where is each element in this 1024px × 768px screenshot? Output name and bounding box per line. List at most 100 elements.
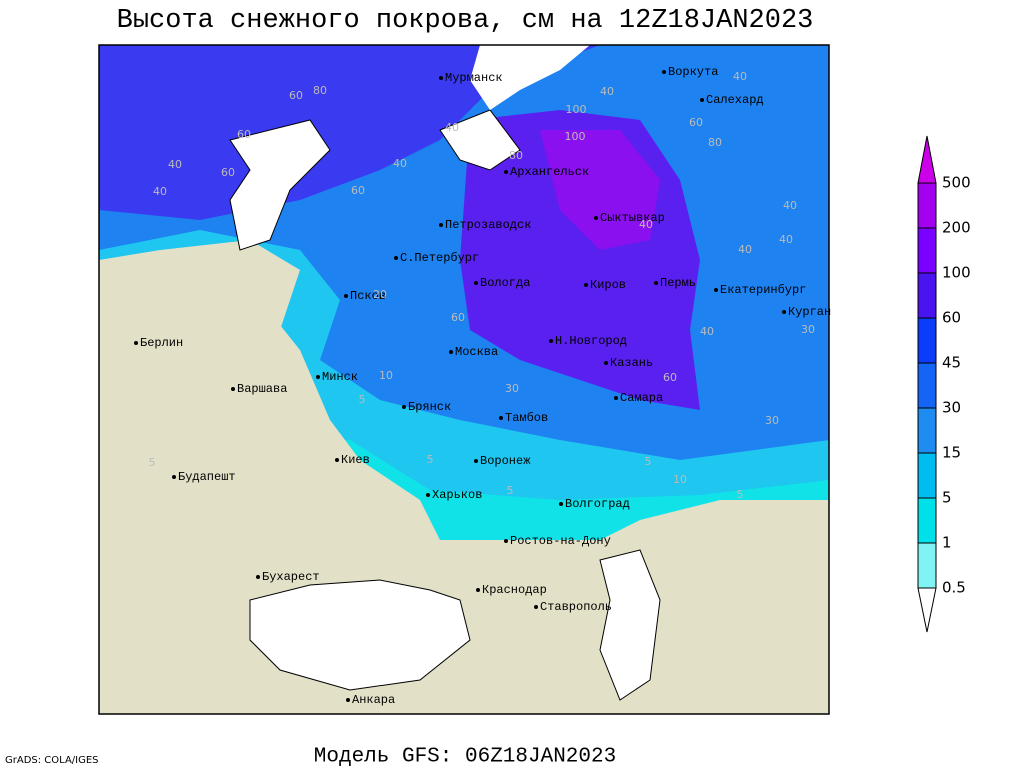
- city-dot: [402, 405, 406, 409]
- snow-north: [99, 45, 600, 220]
- city-dot: [714, 288, 718, 292]
- city-label: Тамбов: [505, 411, 548, 425]
- contour-label: 60: [663, 371, 677, 384]
- caspian-sea: [599, 549, 661, 701]
- city-dot: [346, 698, 350, 702]
- contour-label: 40: [700, 325, 714, 338]
- colorbar-bottom: [917, 587, 937, 633]
- contour-label: 40: [733, 70, 747, 83]
- barents-sea: [470, 45, 590, 110]
- city-label: Воркута: [668, 65, 718, 79]
- colorbar-label: 5: [942, 489, 952, 507]
- colorbar-label: 100: [942, 264, 971, 282]
- contour-label: 40: [168, 158, 182, 171]
- city-label: Анкара: [352, 693, 395, 707]
- colorbar-label: 200: [942, 219, 971, 237]
- contour-label: 80: [509, 149, 523, 162]
- map-frame: [98, 44, 830, 715]
- city-dot: [782, 310, 786, 314]
- city-label: Мурманск: [445, 71, 503, 85]
- contour-label: 60: [689, 116, 703, 129]
- contour-label: 80: [313, 84, 327, 97]
- colorbar-label: 45: [942, 354, 961, 372]
- colorbar-box: [917, 542, 937, 589]
- contour-label: 100: [566, 103, 587, 116]
- contour-label: 60: [351, 184, 365, 197]
- city-label: Вологда: [480, 276, 530, 290]
- contour-label: 60: [237, 128, 251, 141]
- colorbar-box: [917, 407, 937, 454]
- colorbar-box: [917, 497, 937, 544]
- city-dot: [439, 76, 443, 80]
- contour-label: 60: [451, 311, 465, 324]
- contour-label: 40: [153, 185, 167, 198]
- city-dot: [439, 223, 443, 227]
- contour-label: 40: [639, 218, 653, 231]
- contour-label: 40: [600, 85, 614, 98]
- city-label: Казань: [610, 356, 653, 370]
- contour-label: 5: [359, 393, 366, 406]
- city-dot: [426, 493, 430, 497]
- city-label: Екатеринбург: [720, 283, 806, 297]
- city-dot: [504, 539, 508, 543]
- map: Мурманск Воркута Салехард Архангельск Сыктыв…: [98, 44, 831, 715]
- city-label: Ростов-на-Дону: [510, 534, 611, 548]
- credit: GrADS: COLA/IGES: [5, 755, 99, 766]
- city-label: Будапешт: [178, 470, 236, 484]
- city-label: Брянск: [408, 400, 451, 414]
- city-label: Харьков: [432, 488, 482, 502]
- city-dot: [344, 294, 348, 298]
- city-dot: [614, 396, 618, 400]
- city-dot: [394, 256, 398, 260]
- snow-peak: [540, 130, 660, 250]
- colorbar-label: 15: [942, 444, 961, 462]
- city-label: Сыктывкар: [600, 211, 665, 225]
- city-label: Н.Новгород: [555, 334, 627, 348]
- city-label: Петрозаводск: [445, 218, 531, 232]
- colorbar-box: [917, 227, 937, 274]
- contour-label: 30: [765, 414, 779, 427]
- land-west: [99, 240, 300, 330]
- city-dot: [654, 281, 658, 285]
- city-label: Варшава: [237, 382, 287, 396]
- contour-label: 30: [801, 323, 815, 336]
- city-label: Салехард: [706, 93, 764, 107]
- city-dot: [559, 502, 563, 506]
- white-sea: [439, 109, 521, 171]
- city-label: Москва: [455, 345, 498, 359]
- city-dot: [474, 459, 478, 463]
- colorbar-box: [917, 317, 937, 364]
- city-dot: [474, 281, 478, 285]
- contour-label: 20: [373, 288, 387, 301]
- city-dot: [316, 375, 320, 379]
- city-dot: [476, 588, 480, 592]
- title: Высота снежного покрова, см на 12Z18JAN2…: [117, 6, 814, 36]
- city-label: Киров: [590, 278, 626, 292]
- colorbar-box: [917, 452, 937, 499]
- contour-label: 60: [221, 166, 235, 179]
- contour-label: 10: [379, 369, 393, 382]
- city-dot: [172, 475, 176, 479]
- contour-label: 40: [779, 233, 793, 246]
- contour-label: 40: [783, 199, 797, 212]
- contour-label: 60: [289, 89, 303, 102]
- city-label: Псков: [350, 289, 386, 303]
- city-label: Воронеж: [480, 454, 531, 468]
- black-sea: [249, 579, 471, 691]
- colorbar-label: 0.5: [942, 579, 966, 597]
- contour-label: 5: [645, 455, 652, 468]
- city-dot: [231, 387, 235, 391]
- city-label: Курган: [788, 305, 831, 319]
- city-label: Бухарест: [262, 570, 320, 584]
- city-dot: [134, 341, 138, 345]
- city-label: Краснодар: [482, 583, 547, 597]
- contour-label: 30: [505, 382, 519, 395]
- baltic-sea: [229, 119, 331, 251]
- footer: Модель GFS: 06Z18JAN2023: [314, 746, 616, 768]
- contour-label: 5: [737, 488, 744, 501]
- city-label: Архангельск: [510, 165, 589, 179]
- city-label: Берлин: [140, 336, 183, 350]
- colorbar-label: 30: [942, 399, 961, 417]
